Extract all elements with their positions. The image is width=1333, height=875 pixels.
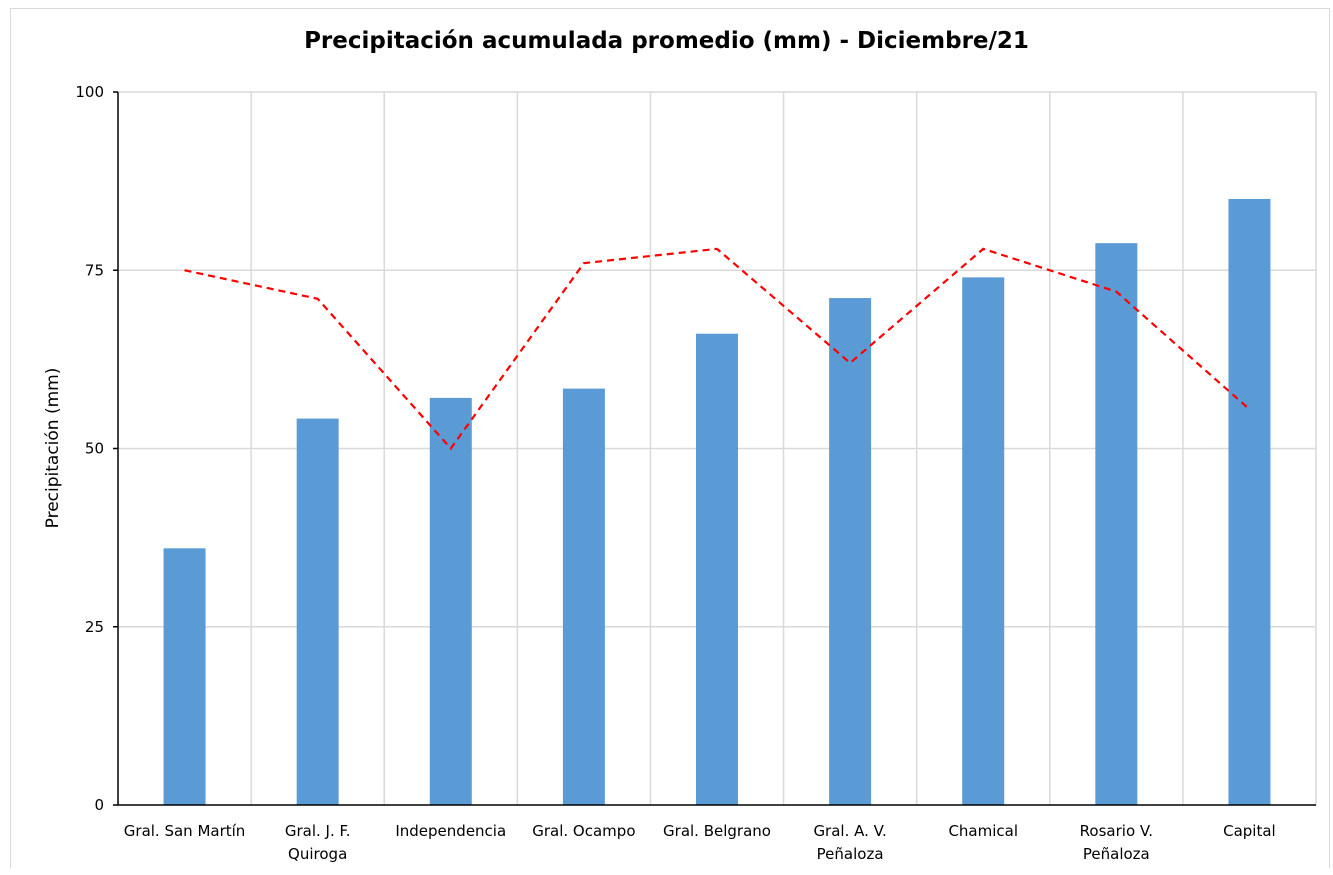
x-tick-label: Gral. Ocampo bbox=[532, 822, 635, 840]
bar bbox=[163, 548, 206, 805]
axes bbox=[113, 91, 1316, 806]
bar-series bbox=[163, 198, 1271, 805]
bar bbox=[1228, 198, 1271, 805]
bar bbox=[296, 418, 339, 805]
series-line bbox=[184, 247, 1251, 451]
y-tick-label: 75 bbox=[85, 261, 104, 279]
x-tick-label: Independencia bbox=[395, 822, 506, 840]
y-tick-label: 25 bbox=[85, 618, 104, 636]
bar bbox=[829, 298, 872, 805]
bar bbox=[1095, 243, 1138, 805]
y-tick-label: 100 bbox=[75, 83, 104, 101]
x-tick-label: Rosario V. Peñaloza bbox=[1080, 822, 1153, 863]
line-series bbox=[184, 247, 1251, 451]
bar bbox=[562, 388, 605, 805]
y-tick-labels: 0 25 50 75 100 bbox=[75, 83, 104, 814]
y-tick-label: 50 bbox=[85, 440, 104, 458]
chart-title: Precipitación acumulada promedio (mm) - … bbox=[304, 28, 1029, 54]
x-tick-label: Gral. J. F. Quiroga bbox=[285, 822, 351, 863]
x-tick-label: Gral. San Martín bbox=[124, 822, 246, 840]
x-tick-labels: Gral. San Martín Gral. J. F. Quiroga Indepe… bbox=[124, 822, 1276, 863]
x-tick-label: Gral. Belgrano bbox=[663, 822, 771, 840]
chart-frame bbox=[10, 8, 1330, 868]
bar bbox=[962, 277, 1005, 805]
x-tick-label: Gral. A. V. Peñaloza bbox=[813, 822, 886, 863]
x-tick-label: Chamical bbox=[948, 822, 1018, 840]
bar bbox=[429, 397, 472, 805]
x-tick-label: Capital bbox=[1223, 822, 1276, 840]
y-tick-label: 0 bbox=[94, 796, 104, 814]
bar bbox=[696, 333, 738, 805]
